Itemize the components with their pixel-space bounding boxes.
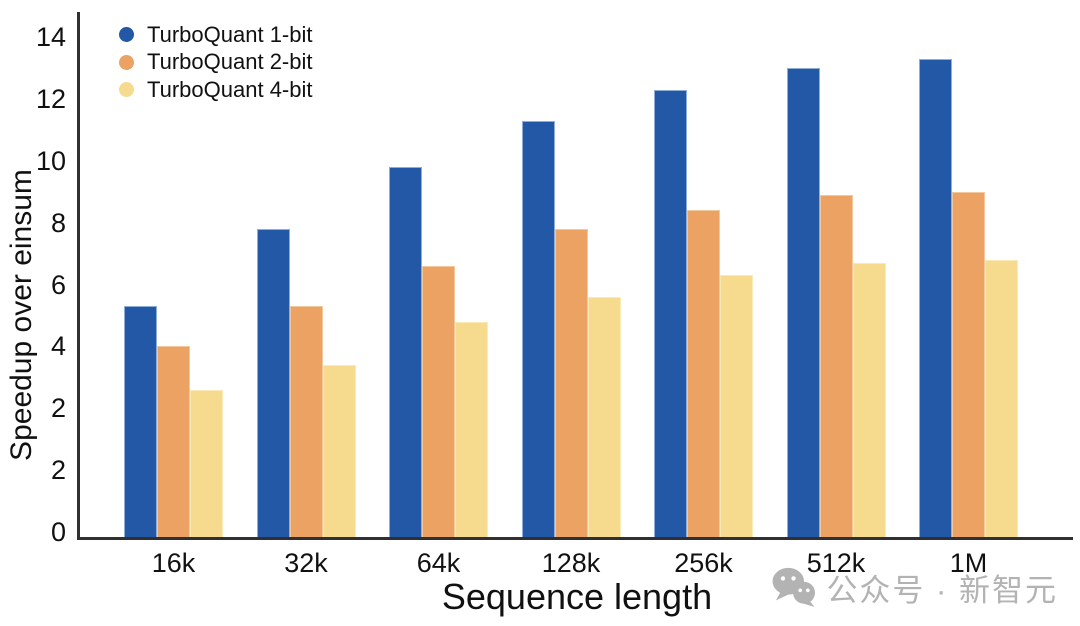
y-tick-label: 2 [50,455,66,486]
y-axis-title: Speedup over einsum [5,169,38,461]
legend-label: TurboQuant 4-bit [147,76,313,102]
bar-turboquant-1-bit-64k [389,166,422,539]
bar-turboquant-4-bit-1m [985,259,1018,539]
bar-turboquant-4-bit-64k [455,321,488,539]
x-tick-label: 512k [806,548,866,578]
y-tick-label: 2 [50,393,66,424]
x-tick-label: 256k [674,548,733,578]
legend-swatch-icon [119,27,134,43]
y-tick-label: 12 [35,83,66,114]
bar-turboquant-2-bit-1m [952,191,985,539]
y-tick-label: 0 [50,517,66,547]
x-tick-label: 128k [541,548,601,578]
legend-label: TurboQuant 1-bit [147,21,313,47]
watermark-text: 公众号 · 新智元 [826,572,1058,608]
bar-turboquant-2-bit-64k [422,265,455,539]
y-axis-line [77,12,80,539]
legend-item: TurboQuant 1-bit [119,21,313,49]
x-axis-title: Sequence length [441,576,713,617]
bar-turboquant-2-bit-32k [289,306,323,539]
legend-label: TurboQuant 2-bit [147,49,313,75]
x-tick-label: 32k [284,548,328,578]
bar-turboquant-4-bit-32k [322,364,356,539]
x-axis-line [77,537,1073,540]
legend-item: TurboQuant 4-bit [119,76,313,104]
wechat-icon [772,567,816,608]
legend-swatch-icon [119,82,134,98]
bar-turboquant-4-bit-512k [852,262,886,539]
y-tick-label: 10 [35,145,66,176]
bar-turboquant-1-bit-32k [256,228,290,539]
bar-turboquant-1-bit-16k [124,306,157,539]
watermark: 公众号 · 新智元 [771,564,1058,610]
bar-turboquant-4-bit-128k [587,296,621,539]
bar-turboquant-4-bit-256k [720,275,753,539]
bar-turboquant-1-bit-128k [521,120,555,539]
y-tick-label: 8 [50,207,66,238]
x-tick-label: 1M [949,548,988,578]
bar-turboquant-2-bit-512k [819,194,853,539]
y-tick-label: 6 [50,269,66,300]
bar-turboquant-1-bit-1m [919,58,952,539]
legend-item: TurboQuant 2-bit [119,49,313,77]
y-tick-label: 4 [50,331,66,362]
bar-turboquant-2-bit-16k [157,346,190,539]
bar-turboquant-1-bit-256k [654,89,687,539]
bar-turboquant-2-bit-128k [554,228,588,539]
y-tick-label: 14 [35,22,66,52]
legend-swatch-icon [119,54,134,70]
x-tick-label: 16k [151,548,196,578]
legend: TurboQuant 1-bit TurboQuant 2-bit TurboQua… [119,21,313,104]
bar-turboquant-2-bit-256k [687,210,720,539]
bar-turboquant-1-bit-512k [786,67,820,539]
x-tick-label: 64k [416,548,461,578]
bar-turboquant-4-bit-16k [190,389,223,539]
